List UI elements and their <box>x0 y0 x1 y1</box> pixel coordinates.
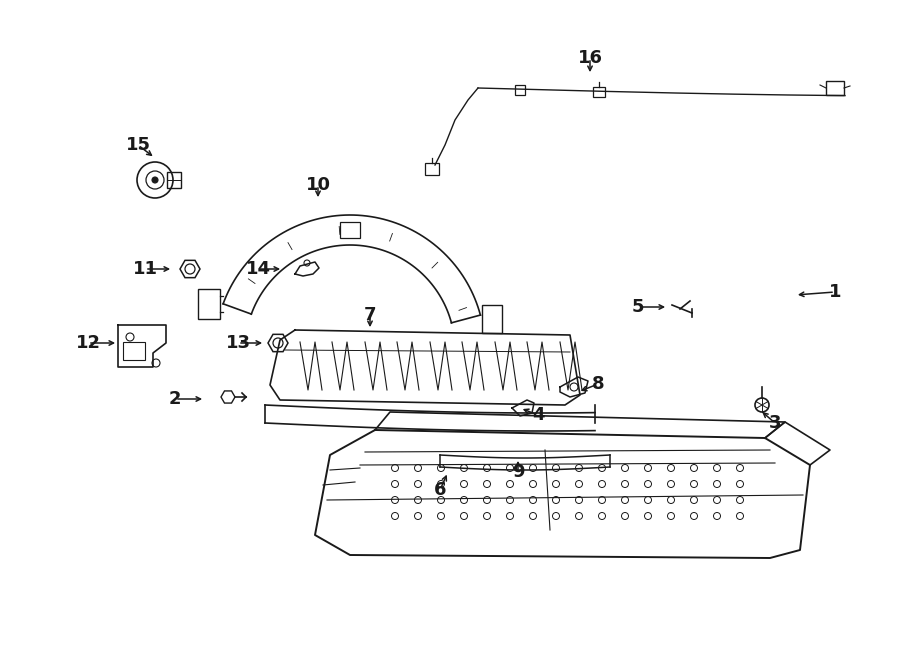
Text: 9: 9 <box>512 463 524 481</box>
Text: 12: 12 <box>76 334 101 352</box>
Text: 4: 4 <box>532 406 544 424</box>
Text: 1: 1 <box>829 283 842 301</box>
Bar <box>515 85 525 95</box>
Text: 7: 7 <box>364 306 376 324</box>
Bar <box>340 222 360 238</box>
Bar <box>425 163 439 175</box>
Bar <box>123 342 145 360</box>
Text: 13: 13 <box>226 334 250 352</box>
Text: 10: 10 <box>305 176 330 194</box>
Bar <box>198 289 220 319</box>
Bar <box>826 81 844 95</box>
Text: 14: 14 <box>246 260 271 278</box>
Bar <box>167 172 181 188</box>
Text: 3: 3 <box>769 414 781 432</box>
Text: 8: 8 <box>591 375 604 393</box>
Text: 11: 11 <box>132 260 157 278</box>
Text: 15: 15 <box>125 136 150 154</box>
Text: 5: 5 <box>632 298 644 316</box>
Text: 2: 2 <box>169 390 181 408</box>
Bar <box>482 305 502 333</box>
Text: 6: 6 <box>434 481 446 499</box>
Text: 16: 16 <box>578 49 602 67</box>
Bar <box>593 87 605 97</box>
Circle shape <box>152 177 158 183</box>
